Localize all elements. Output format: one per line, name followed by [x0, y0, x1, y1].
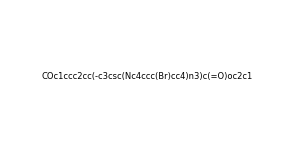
Text: COc1ccc2cc(-c3csc(Nc4ccc(Br)cc4)n3)c(=O)oc2c1: COc1ccc2cc(-c3csc(Nc4ccc(Br)cc4)n3)c(=O)…: [41, 72, 253, 81]
